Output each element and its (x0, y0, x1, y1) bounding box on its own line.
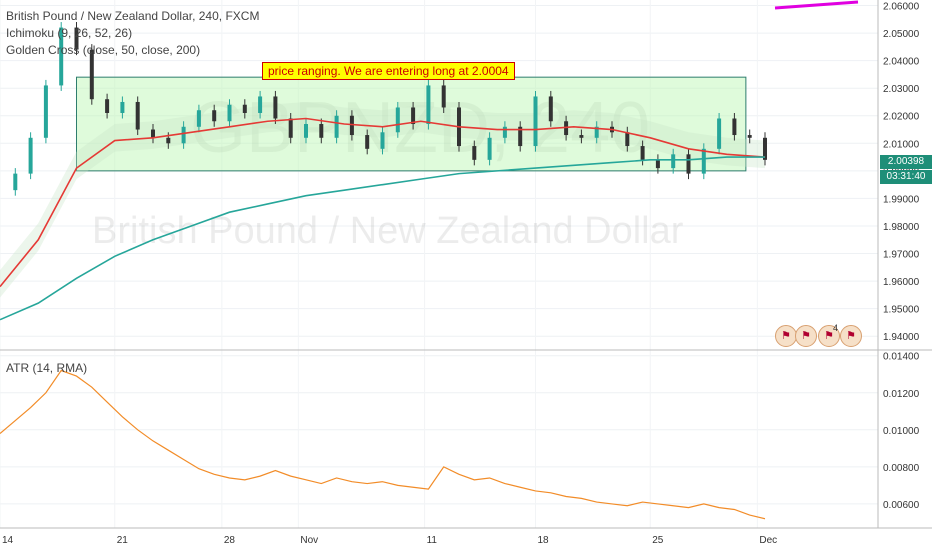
candle-body (640, 146, 645, 160)
x-tick-label: 18 (538, 535, 550, 546)
candle-body (763, 137, 767, 160)
candle-body (594, 126, 599, 138)
candle-body (89, 49, 94, 100)
x-tick-label: Nov (300, 535, 318, 546)
candle-body (625, 132, 630, 147)
candle-body (304, 124, 308, 138)
candle-body (655, 159, 660, 169)
atr-y-tick-label: 0.00600 (883, 500, 920, 511)
candle-body (717, 118, 722, 149)
watermark: GBPNZD, 240 British Pound / New Zealand … (92, 88, 684, 252)
candle-body (518, 126, 523, 147)
candle-body (564, 121, 569, 136)
candle-body (28, 137, 33, 174)
watermark-name: British Pound / New Zealand Dollar (92, 210, 684, 252)
candle-body (395, 107, 400, 133)
x-tick-label: 28 (224, 535, 236, 546)
candle-body (579, 135, 584, 138)
y-tick-label: 1.99000 (883, 194, 920, 205)
candle-body (74, 27, 79, 50)
candle-body (43, 85, 48, 138)
candle-body (548, 96, 553, 122)
candle-body (349, 115, 354, 136)
main-plot (0, 0, 859, 321)
atr-plot (0, 369, 766, 520)
y-tick-label: 2.02000 (883, 112, 920, 123)
atr-y-tick-label: 0.00800 (883, 463, 920, 474)
y-tick-label: 1.96000 (883, 277, 920, 288)
ma200-line (0, 156, 765, 321)
uk-flag-icon[interactable]: ⚑ (818, 325, 840, 347)
candle-body (151, 129, 155, 138)
atr-y-tick-label: 0.01200 (883, 389, 920, 400)
ma50-line (0, 117, 766, 288)
uk-flag-icon[interactable]: ⚑ (775, 325, 797, 347)
legend-symbol: British Pound / New Zealand Dollar, 240,… (6, 9, 260, 23)
legend-ichimoku[interactable]: Ichimoku (9, 26, 52, 26) (6, 26, 133, 40)
watermark-ticker: GBPNZD, 240 (190, 88, 650, 168)
legend-golden-cross[interactable]: Golden Cross (close, 50, close, 200) (6, 43, 201, 57)
candle-body (701, 148, 706, 174)
x-tick-label: 11 (427, 535, 438, 546)
x-tick-label: 21 (117, 535, 129, 546)
y-tick-label: 2.06000 (883, 2, 920, 13)
y-tick-label: 1.97000 (883, 250, 920, 261)
candle-body (334, 115, 339, 138)
candle-body (747, 135, 752, 138)
candle-body (426, 85, 431, 125)
last-price-label: 2.00398 (880, 155, 932, 169)
y-tick-label: 1.94000 (883, 332, 920, 343)
x-tick-label: 14 (2, 535, 14, 546)
candle-body (212, 110, 217, 122)
candle-body (380, 132, 385, 149)
trade-annotation: price ranging. We are entering long at 2… (262, 62, 515, 80)
candle-body (120, 101, 125, 113)
candle-body (227, 104, 232, 122)
drawing-line (774, 0, 859, 10)
uk-flag-icon[interactable]: ⚑ (840, 325, 862, 347)
candle-body (472, 146, 477, 160)
y-tick-label: 1.95000 (883, 305, 920, 316)
x-tick-label: 25 (652, 535, 664, 546)
y-tick-label: 2.05000 (883, 29, 920, 40)
candle-body (196, 110, 201, 127)
candle-body (441, 85, 446, 108)
candle-body (686, 154, 691, 174)
candle-body (273, 96, 278, 119)
y-tick-label: 2.01000 (883, 139, 920, 150)
candle-body (365, 135, 370, 149)
candle-body (105, 99, 110, 113)
candle-body (59, 27, 64, 86)
atr-y-tick-label: 0.01400 (883, 352, 920, 363)
atr-y-tick-label: 0.01000 (883, 426, 920, 437)
candle-body (288, 118, 293, 138)
grid (0, 0, 878, 528)
candle-body (135, 101, 140, 130)
atr-line (0, 369, 766, 520)
candle-body (533, 96, 538, 147)
uk-flag-icon[interactable]: ⚑ (795, 325, 817, 347)
candle-body (671, 154, 676, 169)
candle-body (242, 104, 247, 113)
candle-body (732, 118, 737, 136)
candle-body (411, 107, 416, 125)
candle-body (487, 137, 492, 160)
y-tick-label: 1.98000 (883, 222, 920, 233)
candle-body (181, 126, 186, 144)
legend-atr[interactable]: ATR (14, RMA) (6, 361, 88, 375)
y-tick-label: 2.03000 (883, 84, 920, 95)
countdown-label: 03:31:40 (880, 170, 932, 184)
candle-body (166, 137, 171, 144)
y-tick-label: 2.04000 (883, 57, 920, 68)
candle-body (319, 124, 324, 138)
event-count: 4 (833, 323, 839, 333)
x-tick-label: Dec (759, 535, 777, 546)
candle-body (258, 96, 263, 113)
candle-body (502, 126, 507, 138)
candle-body (13, 173, 18, 191)
